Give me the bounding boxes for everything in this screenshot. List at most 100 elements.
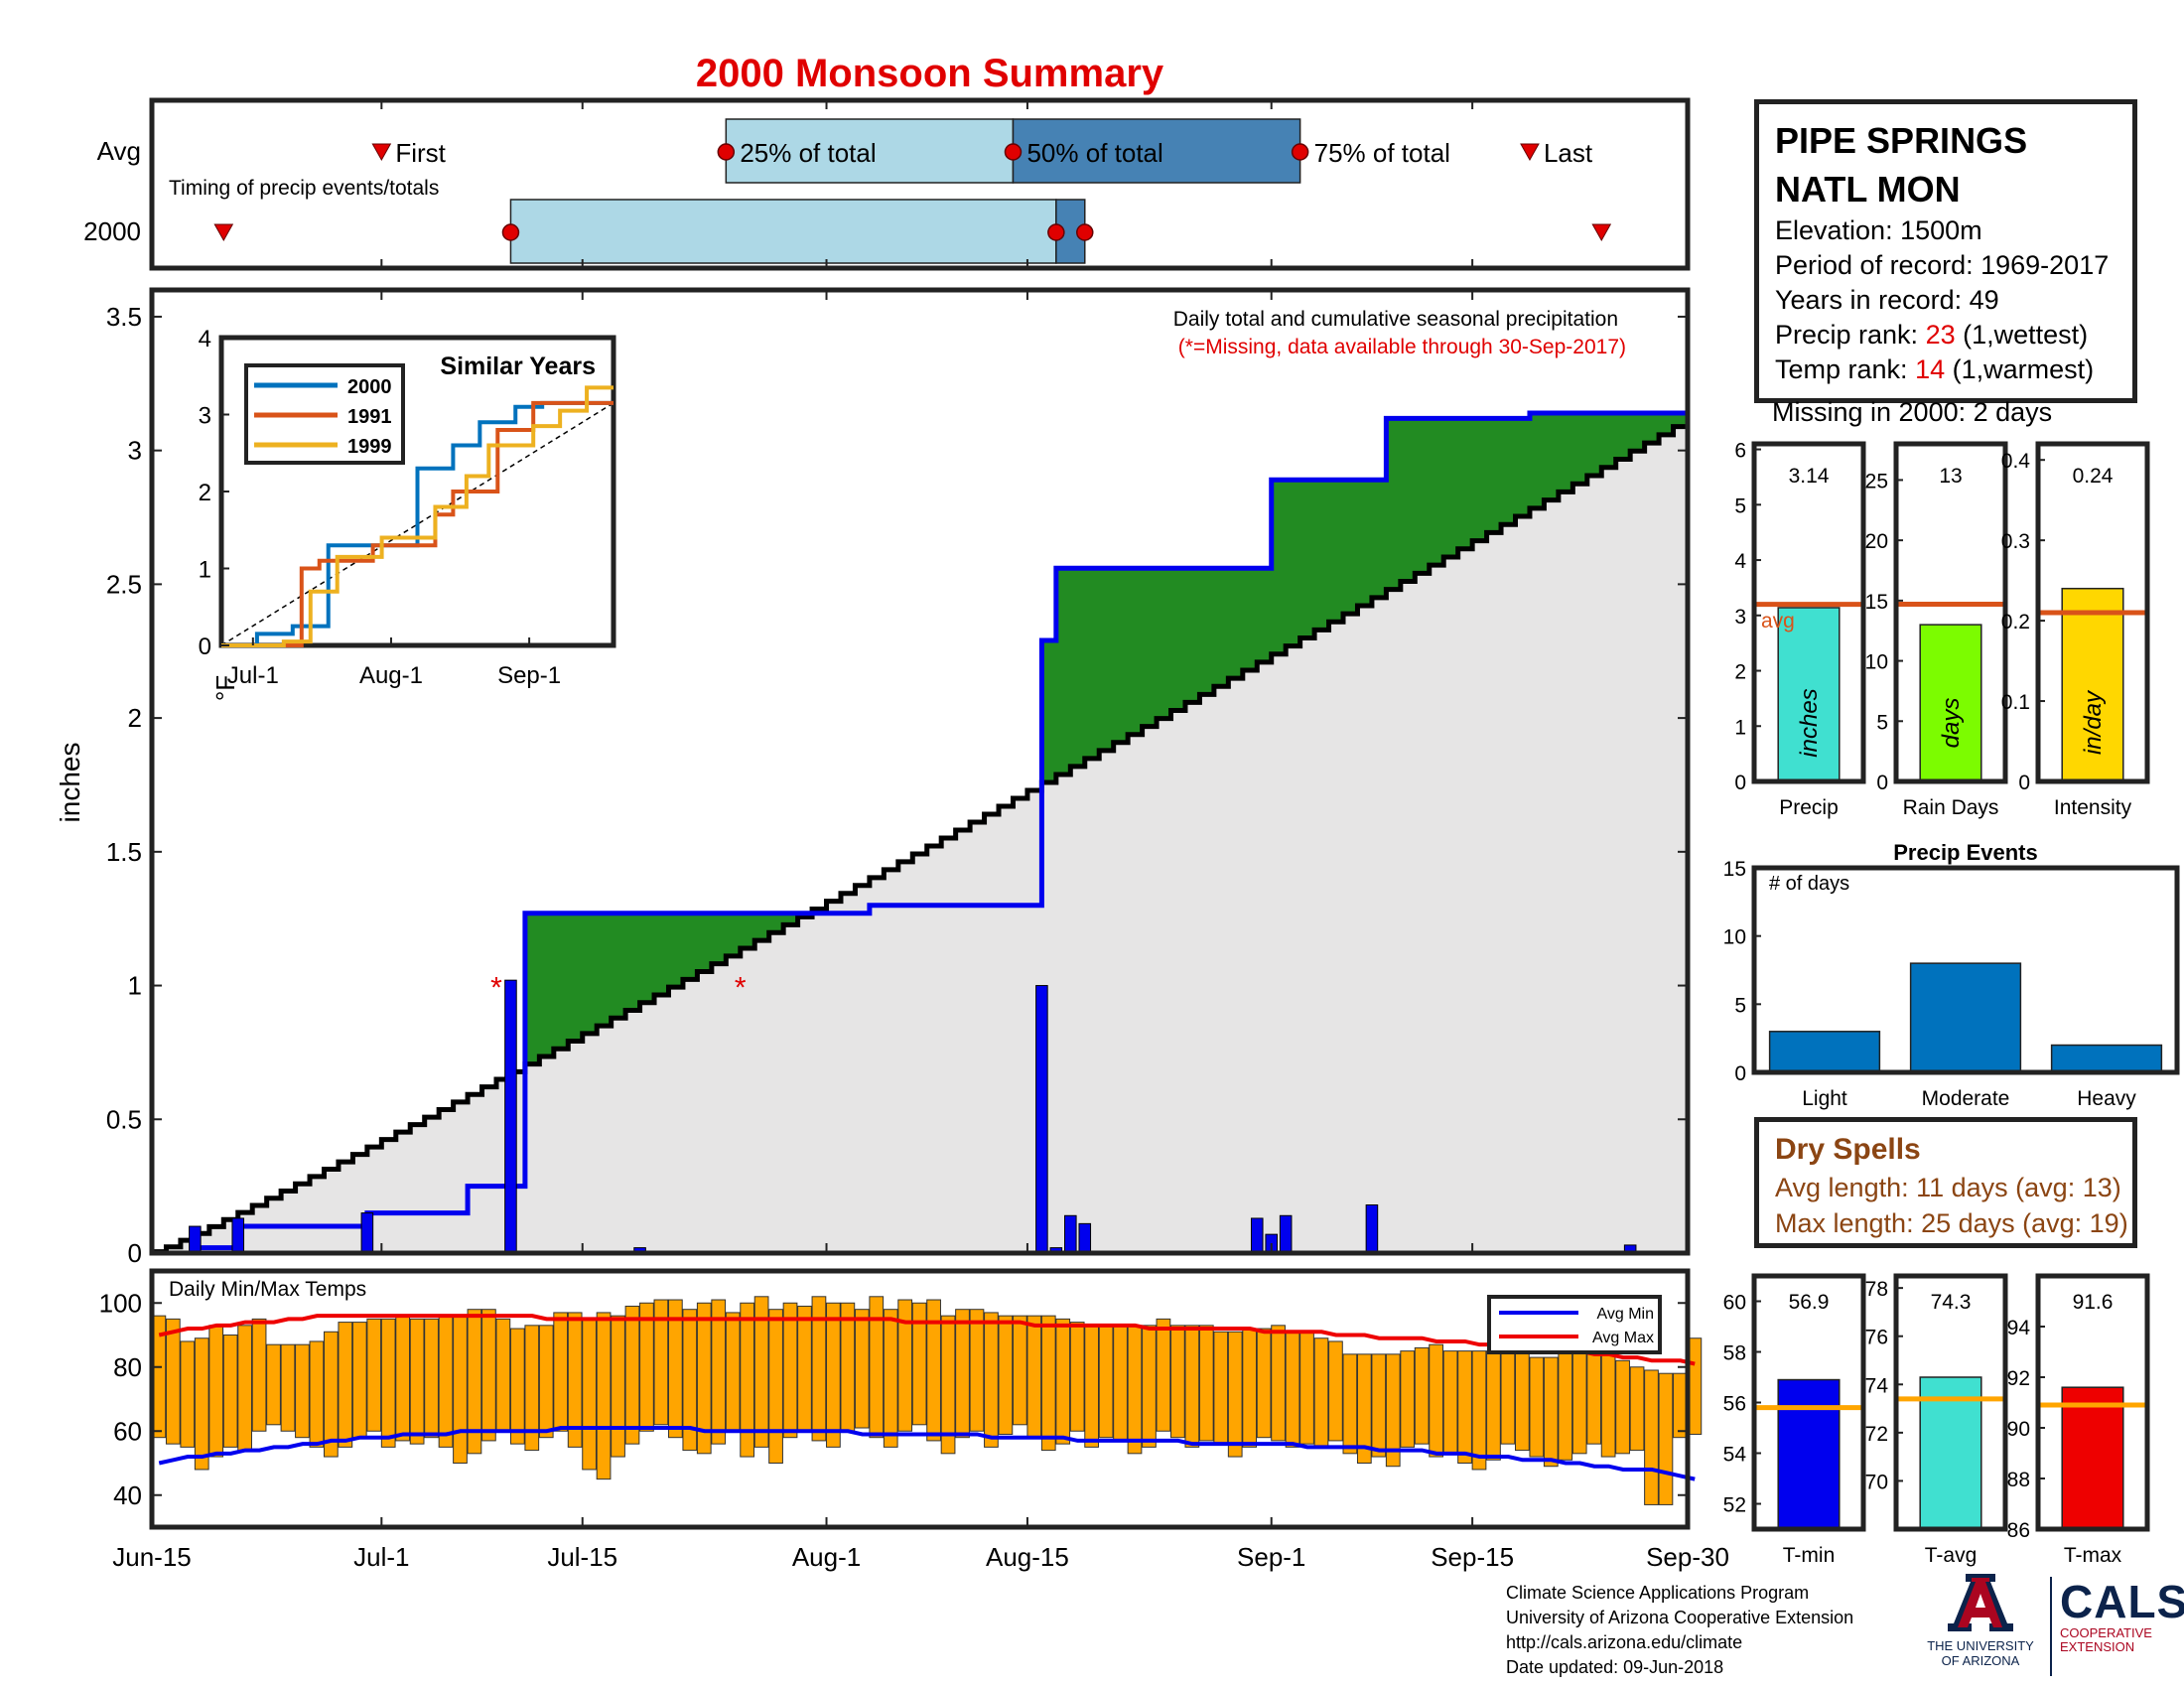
temp-range-bar — [826, 1302, 841, 1448]
temp-range-bar — [1156, 1318, 1171, 1432]
temp-range-bar — [711, 1299, 727, 1445]
temp-range-bar — [883, 1309, 898, 1448]
credit-line-4: Date updated: 09-Jun-2018 — [1506, 1657, 1724, 1677]
intensity-summary-label: Intensity — [2054, 796, 2132, 819]
cals-sub-1: COOPERATIVE — [2060, 1625, 2152, 1640]
temp-range-bar — [611, 1315, 625, 1458]
year-q1-box — [509, 199, 1057, 264]
tavg-summary-frame — [1893, 1273, 2008, 1532]
precip-summary-tick-label: 0 — [1734, 772, 1746, 794]
temp-range-bar — [969, 1309, 985, 1432]
temp-range-bar — [1571, 1350, 1587, 1455]
station-years: Years in record: 49 — [1775, 285, 1999, 315]
temp-range-bar — [926, 1299, 941, 1442]
temp-panel-label: Daily Min/Max Temps — [169, 1278, 366, 1301]
daily-precip-bar — [1250, 1217, 1264, 1254]
year-p75-marker — [1076, 223, 1094, 241]
y-tick-label: 2.5 — [106, 569, 142, 599]
summary-bar-unit: inches — [1796, 688, 1823, 757]
tmax-summary-tick-label: 94 — [2007, 1317, 2031, 1339]
avg-max-line — [158, 1314, 1696, 1366]
avg-cumulative-fill — [152, 418, 1688, 1253]
temp-range-bar — [266, 1343, 281, 1426]
precip-summary-tick-label: 4 — [1734, 550, 1746, 573]
timing-caption: Timing of precip events/totals — [169, 177, 439, 200]
temp-range-bar — [180, 1340, 196, 1448]
temp-range-bar — [366, 1318, 382, 1432]
temp-range-bar — [1198, 1325, 1214, 1442]
tmin-summary-tick-label: 52 — [1723, 1494, 1746, 1517]
missing-days: Missing in 2000: 2 days — [1772, 397, 2053, 427]
tmin-summary-bar — [1777, 1378, 1841, 1530]
precip-ylabel: inches — [55, 743, 85, 823]
tavg-summary-tick-label: 72 — [1865, 1423, 1888, 1446]
temp-range-bar — [1285, 1331, 1300, 1448]
temp-ylabel: °F — [210, 675, 240, 701]
temp-range-bar — [696, 1302, 712, 1455]
dry-max-length: Max length: 25 days (avg: 19) — [1775, 1208, 2128, 1238]
temp-range-bar — [1098, 1325, 1114, 1439]
timing-panel: Avg 2000 Timing of precip events/totals … — [83, 97, 1691, 271]
intensity-summary-value: 0.24 — [2073, 465, 2114, 488]
dry-avg-length: Avg length: 11 days (avg: 13) — [1775, 1173, 2121, 1202]
tmin-summary-value: 56.9 — [1789, 1291, 1830, 1314]
temp-range-bar — [1442, 1350, 1458, 1455]
raindays-summary-bar — [1919, 624, 1982, 782]
events-ylabel: # of days — [1769, 873, 1849, 895]
avg-p75-marker — [1291, 143, 1309, 161]
temp-range-bar — [1615, 1359, 1630, 1455]
tmax-summary-tick-label: 90 — [2007, 1418, 2030, 1441]
events-bar — [1768, 1031, 1881, 1073]
daily-precip-bar — [231, 1217, 245, 1254]
temp-range-bar — [782, 1302, 798, 1439]
timing-year-label: 2000 — [83, 216, 141, 246]
temp-range-bar — [797, 1305, 812, 1432]
temp-range-bar — [1500, 1350, 1516, 1445]
temp-y-tick-label: 60 — [113, 1416, 142, 1446]
temp-range-bar — [509, 1328, 525, 1445]
temp-range-bar — [624, 1305, 640, 1445]
temp-range-bar — [811, 1296, 827, 1442]
y-tick-label: 2 — [128, 703, 142, 733]
temp-y-tick-label: 100 — [99, 1288, 142, 1318]
tmax-summary-label: T-max — [2064, 1544, 2122, 1567]
events-bar — [1909, 962, 2022, 1073]
raindays-summary-tick-label: 20 — [1865, 530, 1888, 553]
tmax-summary-value: 91.6 — [2073, 1291, 2114, 1314]
precip-note: Daily total and cumulative seasonal prec… — [1173, 308, 1618, 331]
precip-summary-tick-label: 2 — [1734, 661, 1746, 684]
intensity-summary-bar — [2061, 587, 2124, 782]
x-tick-label: Aug-15 — [986, 1542, 1069, 1572]
temp-range-bar — [481, 1309, 496, 1442]
inset-series-2000 — [221, 400, 614, 647]
temp-rank: Temp rank: 14 (1,warmest) — [1775, 354, 2095, 384]
tmin-summary-label: T-min — [1783, 1544, 1836, 1567]
precip-summary-tick-label: 1 — [1734, 716, 1746, 739]
tmax-summary-tick-label: 92 — [2007, 1367, 2030, 1390]
temp-range-bar — [840, 1302, 856, 1432]
x-tick-label: Sep-30 — [1646, 1542, 1729, 1572]
intensity-summary-tick-label: 0.1 — [2001, 691, 2030, 714]
temp-range-bar — [194, 1337, 209, 1471]
tmin-summary-tick-label: 56 — [1723, 1393, 1746, 1416]
temp-range-bar — [653, 1299, 669, 1426]
temp-range-bar — [1515, 1346, 1530, 1452]
events-category-label: Heavy — [2077, 1087, 2136, 1110]
tmax-summary-frame — [2035, 1273, 2150, 1532]
temp-range-bar — [1644, 1369, 1659, 1505]
summary-bar-unit: days — [1938, 698, 1965, 749]
temp-range-bar — [208, 1325, 224, 1458]
raindays-summary-tick-label: 15 — [1865, 591, 1888, 614]
precip-summary-bar — [1777, 607, 1841, 782]
inset-legend-label: 1991 — [347, 406, 392, 428]
tmax-summary-bar — [2061, 1386, 2124, 1530]
temp-range-bar — [582, 1318, 597, 1471]
precip-plot-frame — [149, 287, 1691, 1256]
tmin-summary-tick-label: 54 — [1723, 1444, 1747, 1467]
tmin-summary-tick-label: 58 — [1723, 1342, 1746, 1365]
raindays-summary-tick-label: 0 — [1876, 772, 1888, 794]
temp-range-bar — [984, 1312, 999, 1448]
inset-y-tick-label: 4 — [199, 326, 211, 352]
temp-range-bar — [1629, 1366, 1645, 1452]
temp-range-bar — [897, 1299, 913, 1432]
